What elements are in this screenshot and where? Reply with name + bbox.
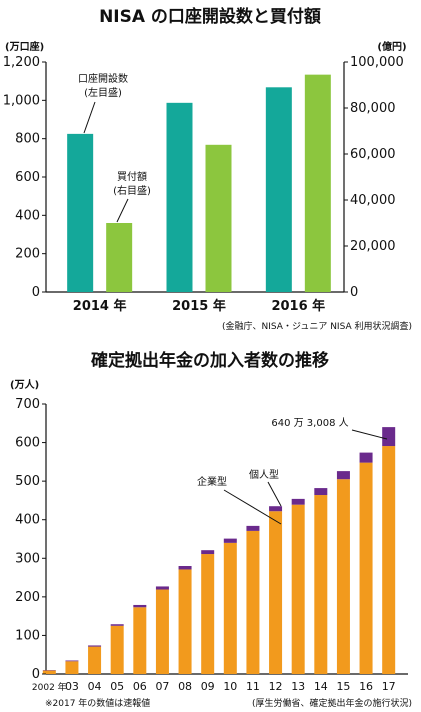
chart2-total-annotation: 640 万 3,008 人 bbox=[271, 417, 348, 429]
chart2-y-unit: (万人) bbox=[10, 378, 39, 391]
y-tick-label: 400 bbox=[15, 513, 40, 528]
bar-個人型-05 bbox=[110, 624, 124, 626]
bar-個人型-13 bbox=[291, 498, 305, 505]
y-tick-label: 300 bbox=[15, 551, 40, 566]
bar-企業型-15 bbox=[336, 479, 350, 674]
year-label: 05 bbox=[110, 680, 124, 693]
y-tick-label: 100 bbox=[15, 628, 40, 643]
bar-企業型-14 bbox=[314, 495, 328, 674]
bar-個人型-12 bbox=[269, 506, 283, 512]
bar-個人型-15 bbox=[336, 471, 350, 480]
left-tick-label: 400 bbox=[15, 208, 40, 223]
year-label: 03 bbox=[65, 680, 79, 693]
year-label: 12 bbox=[269, 680, 283, 693]
left-tick-label: 200 bbox=[15, 247, 40, 262]
bar-買付額-1 bbox=[106, 223, 133, 292]
bar-個人型-10 bbox=[223, 538, 237, 543]
series-individual-label: 個人型 bbox=[249, 468, 279, 481]
year-label: 15 bbox=[336, 680, 350, 693]
corporate-leader-line bbox=[223, 489, 282, 525]
year-label: 16 bbox=[359, 680, 373, 693]
right-tick-label: 40,000 bbox=[350, 193, 396, 208]
chart1-left-unit: (万口座) bbox=[5, 40, 44, 53]
bar-個人型-08 bbox=[178, 566, 192, 570]
bar-個人型-17 bbox=[382, 427, 396, 447]
year-label: 06 bbox=[133, 680, 147, 693]
bar-企業型-09 bbox=[201, 554, 215, 674]
series1-legend-name: 口座開設数 bbox=[78, 72, 128, 85]
bar-企業型-11 bbox=[246, 530, 260, 674]
bar-個人型-07 bbox=[155, 586, 169, 590]
bar-口座開設数-3 bbox=[265, 87, 292, 292]
bar-企業型-12 bbox=[269, 511, 283, 674]
y-tick-label: 200 bbox=[15, 590, 40, 605]
bar-企業型-05 bbox=[110, 625, 124, 674]
year-label: 04 bbox=[88, 680, 102, 693]
series1-leader-line bbox=[83, 101, 96, 134]
bar-買付額-2 bbox=[205, 144, 232, 292]
left-tick-label: 1,000 bbox=[3, 93, 40, 108]
series2-legend-name: 買付額 bbox=[117, 170, 147, 183]
bar-個人型-11 bbox=[246, 525, 260, 531]
bar-企業型-08 bbox=[178, 569, 192, 674]
year-label: 07 bbox=[155, 680, 169, 693]
left-tick-label: 0 bbox=[32, 285, 40, 300]
year-label: 10 bbox=[223, 680, 237, 693]
category-label: 2015 年 bbox=[172, 298, 226, 314]
bar-企業型-10 bbox=[223, 542, 237, 674]
bar-個人型-03 bbox=[65, 660, 79, 662]
bar-個人型-04 bbox=[88, 645, 102, 647]
bar-買付額-3 bbox=[304, 74, 331, 293]
year-label: 11 bbox=[246, 680, 260, 693]
right-tick-label: 20,000 bbox=[350, 239, 396, 254]
y-tick-label: 600 bbox=[15, 436, 40, 451]
chart1-right-unit: (億円) bbox=[377, 40, 406, 53]
y-tick-label: 500 bbox=[15, 474, 40, 489]
bar-個人型-06 bbox=[133, 604, 147, 608]
year-label: 14 bbox=[314, 680, 328, 693]
right-tick-label: 60,000 bbox=[350, 147, 396, 162]
chart2-title: 確定拠出年金の加入者数の推移 bbox=[91, 350, 329, 371]
chart2-footnote: ※2017 年の数値は速報値 bbox=[45, 697, 150, 709]
left-tick-label: 800 bbox=[15, 132, 40, 147]
bar-口座開設数-1 bbox=[67, 133, 94, 292]
bar-企業型-03 bbox=[65, 661, 79, 674]
y-tick-label: 0 bbox=[32, 667, 40, 682]
bar-個人型-09 bbox=[201, 550, 215, 555]
series-corporate-label: 企業型 bbox=[197, 475, 227, 488]
year-label: 17 bbox=[382, 680, 396, 693]
bar-企業型-17 bbox=[382, 446, 396, 674]
category-label: 2016 年 bbox=[271, 298, 325, 314]
bar-企業型-13 bbox=[291, 504, 305, 674]
bar-個人型-14 bbox=[314, 488, 328, 496]
chart2-source: (厚生労働省、確定拠出年金の施行状況) bbox=[252, 697, 412, 709]
series2-legend-axis: (右目盛) bbox=[113, 184, 151, 197]
left-tick-label: 1,200 bbox=[3, 55, 40, 70]
year-label: 08 bbox=[178, 680, 192, 693]
right-tick-label: 0 bbox=[350, 285, 358, 300]
chart1-source: (金融庁、NISA・ジュニア NISA 利用状況調査) bbox=[222, 320, 412, 332]
bar-口座開設数-2 bbox=[166, 102, 193, 292]
left-tick-label: 600 bbox=[15, 170, 40, 185]
bar-企業型-06 bbox=[133, 607, 147, 674]
bar-企業型-07 bbox=[155, 589, 169, 674]
bar-企業型-04 bbox=[88, 646, 102, 674]
total-leader-line bbox=[351, 429, 388, 440]
year-label: 09 bbox=[201, 680, 215, 693]
bar-個人型-16 bbox=[359, 452, 373, 463]
series2-leader-line bbox=[116, 198, 129, 223]
year-label: 13 bbox=[291, 680, 305, 693]
y-tick-label: 700 bbox=[15, 397, 40, 412]
bar-企業型-16 bbox=[359, 462, 373, 674]
series1-legend-axis: (左目盛) bbox=[84, 86, 122, 99]
right-tick-label: 80,000 bbox=[350, 101, 396, 116]
right-tick-label: 100,000 bbox=[350, 55, 404, 70]
chart1-title: NISA の口座開設数と買付額 bbox=[99, 6, 321, 27]
category-label: 2014 年 bbox=[73, 298, 127, 314]
year-label: 2002 年 bbox=[32, 681, 67, 693]
individual-leader-line bbox=[267, 481, 282, 507]
bar-企業型-2002 年 bbox=[42, 670, 56, 674]
